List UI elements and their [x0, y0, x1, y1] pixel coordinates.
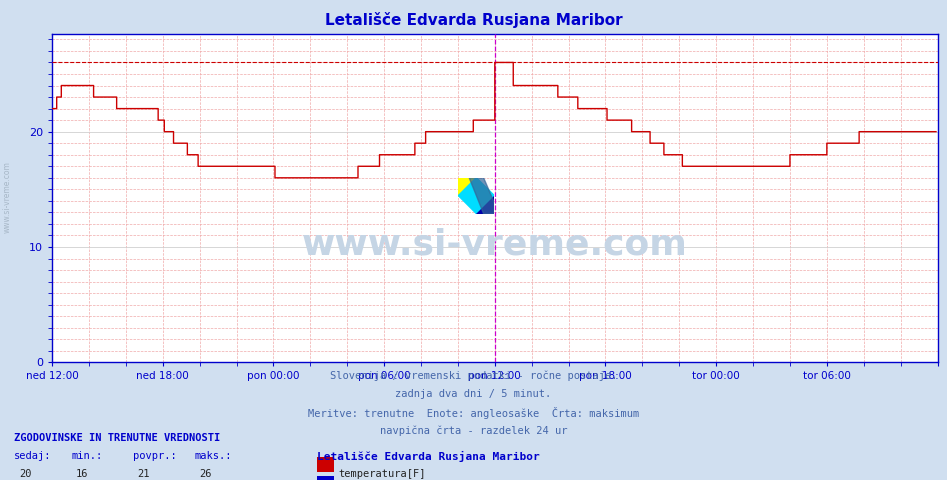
Text: 26: 26 — [199, 469, 212, 480]
Text: www.si-vreme.com: www.si-vreme.com — [302, 227, 688, 261]
Text: 21: 21 — [137, 469, 151, 480]
Text: 16: 16 — [76, 469, 89, 480]
Text: maks.:: maks.: — [194, 451, 232, 461]
Text: ZGODOVINSKE IN TRENUTNE VREDNOSTI: ZGODOVINSKE IN TRENUTNE VREDNOSTI — [14, 433, 221, 443]
Text: www.si-vreme.com: www.si-vreme.com — [3, 161, 12, 233]
Text: min.:: min.: — [71, 451, 102, 461]
Text: sedaj:: sedaj: — [14, 451, 52, 461]
Polygon shape — [476, 196, 494, 214]
Polygon shape — [458, 178, 494, 214]
Text: 20: 20 — [19, 469, 32, 480]
Text: Slovenija / vremenski podatki - ročne postaje.: Slovenija / vremenski podatki - ročne po… — [330, 371, 617, 381]
Text: navpična črta - razdelek 24 ur: navpična črta - razdelek 24 ur — [380, 425, 567, 436]
Text: Letališče Edvarda Rusjana Maribor: Letališče Edvarda Rusjana Maribor — [317, 451, 540, 462]
Text: temperatura[F]: temperatura[F] — [338, 469, 425, 480]
Text: Letališče Edvarda Rusjana Maribor: Letališče Edvarda Rusjana Maribor — [325, 12, 622, 28]
Text: povpr.:: povpr.: — [133, 451, 176, 461]
Polygon shape — [469, 178, 494, 214]
Polygon shape — [458, 178, 476, 196]
Text: zadnja dva dni / 5 minut.: zadnja dva dni / 5 minut. — [396, 389, 551, 399]
Text: Meritve: trenutne  Enote: angleosaške  Črta: maksimum: Meritve: trenutne Enote: angleosaške Črt… — [308, 407, 639, 419]
